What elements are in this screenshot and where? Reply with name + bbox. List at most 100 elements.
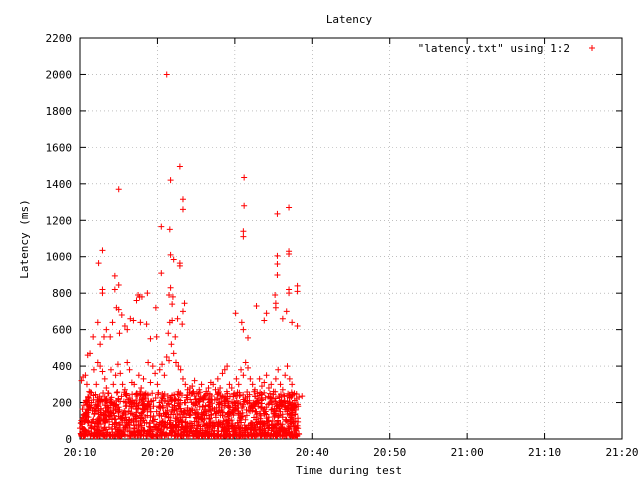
data-point xyxy=(282,372,288,378)
data-point xyxy=(101,334,107,340)
x-tick-label: 20:20 xyxy=(141,446,174,459)
data-point xyxy=(169,301,175,307)
data-point xyxy=(287,376,293,382)
data-point xyxy=(147,379,153,385)
data-point xyxy=(236,381,242,387)
data-point xyxy=(144,290,150,296)
data-point xyxy=(180,196,186,202)
y-tick-label: 1000 xyxy=(46,251,73,264)
data-point xyxy=(107,334,113,340)
data-point xyxy=(108,367,114,373)
data-point xyxy=(261,318,267,324)
x-tick-label: 21:20 xyxy=(605,446,638,459)
data-point xyxy=(264,310,270,316)
y-tick-label: 400 xyxy=(52,360,72,373)
data-point xyxy=(272,292,278,298)
data-point xyxy=(250,381,256,387)
data-point xyxy=(241,174,247,180)
data-point xyxy=(274,211,280,217)
data-point xyxy=(136,372,142,378)
data-point xyxy=(114,389,120,395)
data-point xyxy=(96,260,102,266)
data-point xyxy=(273,305,279,311)
data-point xyxy=(165,330,171,336)
data-point xyxy=(99,247,105,253)
data-point xyxy=(110,319,116,325)
grid-lines xyxy=(80,38,622,439)
data-point xyxy=(172,334,178,340)
data-point xyxy=(113,416,119,422)
data-point xyxy=(91,367,97,373)
data-point xyxy=(215,376,221,382)
data-point xyxy=(145,359,151,365)
data-point xyxy=(589,45,595,51)
data-points xyxy=(77,71,305,439)
x-tick-label: 21:00 xyxy=(451,446,484,459)
y-tick-label: 200 xyxy=(52,397,72,410)
data-point xyxy=(286,290,292,296)
data-point xyxy=(257,376,263,382)
data-point xyxy=(112,287,118,293)
data-point xyxy=(167,226,173,232)
legend: "latency.txt" using 1:2 xyxy=(418,42,595,55)
data-point xyxy=(116,330,122,336)
data-point xyxy=(79,378,85,384)
data-point xyxy=(285,363,291,369)
data-point xyxy=(127,367,133,373)
data-point xyxy=(239,319,245,325)
plot-frame xyxy=(80,38,622,439)
data-point xyxy=(240,372,246,378)
y-tick-label: 1400 xyxy=(46,178,73,191)
y-tick-label: 2000 xyxy=(46,68,73,81)
data-point xyxy=(245,365,251,371)
data-point xyxy=(275,367,281,373)
data-point xyxy=(254,303,260,309)
data-point xyxy=(240,327,246,333)
data-point xyxy=(247,376,253,382)
data-point xyxy=(295,283,301,289)
data-point xyxy=(102,376,108,382)
y-tick-label: 0 xyxy=(65,433,72,446)
data-point xyxy=(154,334,160,340)
data-point xyxy=(245,335,251,341)
data-point xyxy=(240,234,246,240)
y-tick-label: 1800 xyxy=(46,105,73,118)
data-point xyxy=(158,270,164,276)
data-point xyxy=(99,369,105,375)
data-point xyxy=(238,367,244,373)
data-point xyxy=(171,256,177,262)
data-point xyxy=(280,316,286,322)
data-point xyxy=(241,203,247,209)
y-tick-label: 1200 xyxy=(46,214,73,227)
data-point xyxy=(140,376,146,382)
data-point xyxy=(168,177,174,183)
data-point xyxy=(164,71,170,77)
data-point xyxy=(161,372,167,378)
data-point xyxy=(168,341,174,347)
data-point xyxy=(175,316,181,322)
data-point xyxy=(274,272,280,278)
data-point xyxy=(180,308,186,314)
data-point xyxy=(152,370,158,376)
data-point xyxy=(182,300,188,306)
data-point xyxy=(243,359,249,365)
data-point xyxy=(137,319,143,325)
data-point xyxy=(264,372,270,378)
x-tick-label: 21:10 xyxy=(528,446,561,459)
data-point xyxy=(171,350,177,356)
data-point xyxy=(158,224,164,230)
data-point xyxy=(299,393,305,399)
legend-label: "latency.txt" using 1:2 xyxy=(418,42,570,55)
y-tick-label: 2200 xyxy=(46,32,73,45)
data-point xyxy=(103,327,109,333)
data-point xyxy=(114,390,120,396)
data-point xyxy=(150,363,156,369)
data-point xyxy=(134,297,140,303)
data-point xyxy=(295,323,301,329)
x-tick-label: 20:10 xyxy=(63,446,96,459)
data-point xyxy=(289,381,295,387)
data-point xyxy=(93,381,99,387)
legend-marker xyxy=(589,45,595,51)
data-point xyxy=(240,228,246,234)
